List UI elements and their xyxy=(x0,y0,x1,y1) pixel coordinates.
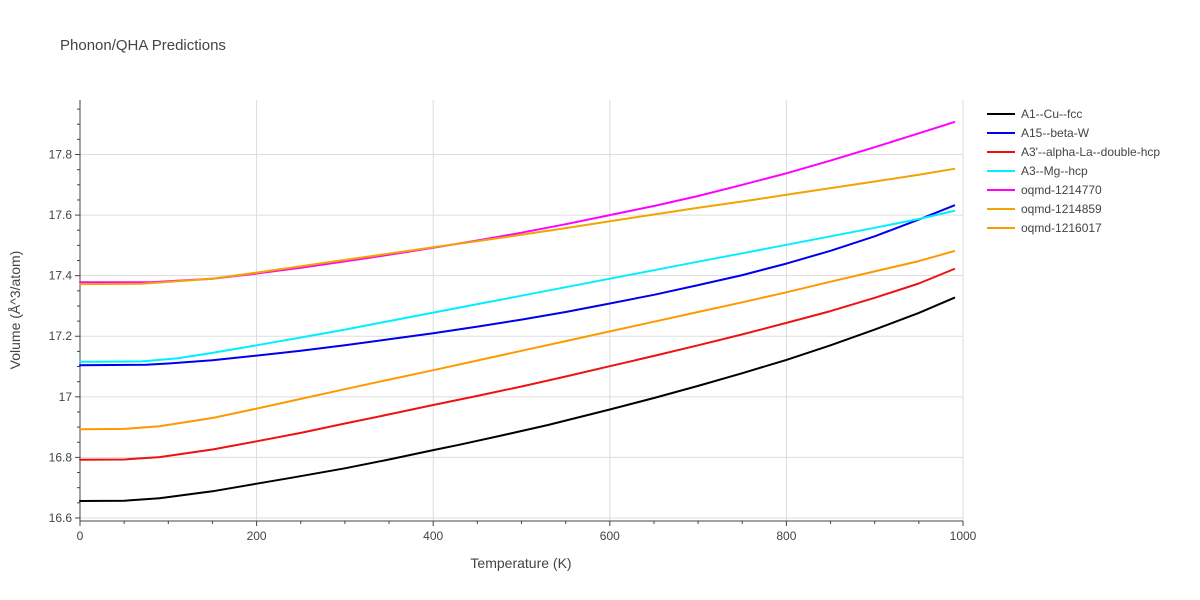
x-tick-label: 800 xyxy=(776,529,796,543)
legend-label: A3--Mg--hcp xyxy=(1021,164,1088,178)
legend-label: A15--beta-W xyxy=(1021,126,1090,140)
y-axis-label: Volume (Å^3/atom) xyxy=(7,251,23,370)
legend-label: oqmd-1214859 xyxy=(1021,202,1102,216)
grid xyxy=(80,100,964,521)
x-tick-label: 0 xyxy=(77,529,84,543)
legend-item-oqmd-1216017[interactable]: oqmd-1216017 xyxy=(987,221,1102,235)
y-tick-label: 17.8 xyxy=(49,148,73,162)
legend-item-a1-cu-fcc[interactable]: A1--Cu--fcc xyxy=(987,107,1082,121)
chart-title: Phonon/QHA Predictions xyxy=(60,37,226,54)
tick-labels: 0 200 400 600 800 1000 16.6 16.8 17 17.2 17.4 17.6 1… xyxy=(49,148,977,543)
plot-area xyxy=(79,121,956,502)
series-line-a15-beta-w xyxy=(79,204,956,367)
y-tick-label: 17.6 xyxy=(49,208,73,222)
x-tick-label: 200 xyxy=(247,529,267,543)
series-line-a3-mg-hcp xyxy=(79,209,956,363)
legend-label: A1--Cu--fcc xyxy=(1021,107,1082,121)
y-tick-label: 16.8 xyxy=(49,450,73,464)
y-tick-label: 17 xyxy=(59,390,73,404)
x-axis-label: Temperature (K) xyxy=(470,555,571,571)
y-tick-label: 16.6 xyxy=(49,511,73,525)
y-tick-label: 17.2 xyxy=(49,329,73,343)
legend-label: A3'--alpha-La--double-hcp xyxy=(1021,145,1160,159)
series-line-oqmd-1214859 xyxy=(79,167,956,286)
x-tick-label: 600 xyxy=(600,529,620,543)
legend-item-a3-alpha-la-double-hcp[interactable]: A3'--alpha-La--double-hcp xyxy=(987,145,1160,159)
y-tick-label: 17.4 xyxy=(49,269,73,283)
x-tick-label: 400 xyxy=(423,529,443,543)
legend-item-oqmd-1214859[interactable]: oqmd-1214859 xyxy=(987,202,1102,216)
legend-item-oqmd-1214770[interactable]: oqmd-1214770 xyxy=(987,183,1102,197)
legend-item-a3-mg-hcp[interactable]: A3--Mg--hcp xyxy=(987,164,1088,178)
legend-item-a15-beta-w[interactable]: A15--beta-W xyxy=(987,126,1090,140)
series-line-a1-cu-fcc xyxy=(79,296,956,502)
legend-label: oqmd-1214770 xyxy=(1021,183,1102,197)
legend[interactable]: A1--Cu--fcc A15--beta-W A3'--alpha-La--dou… xyxy=(987,107,1160,235)
x-tick-label: 1000 xyxy=(950,529,977,543)
series-line-a3-alpha-la-double-hcp xyxy=(79,268,956,461)
series-line-oqmd-1214770 xyxy=(79,121,956,284)
axes xyxy=(75,100,964,526)
legend-label: oqmd-1216017 xyxy=(1021,221,1102,235)
series-line-oqmd-1216017 xyxy=(79,250,956,431)
